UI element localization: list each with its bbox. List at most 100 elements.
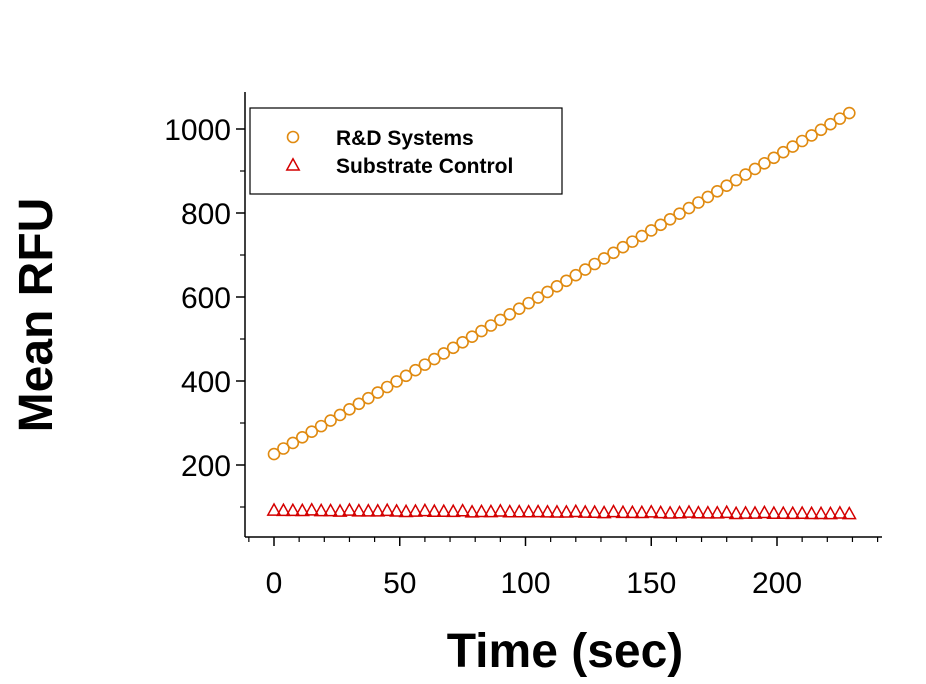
- data-point-rd-systems: [531, 291, 545, 304]
- data-point-substrate-control: [634, 504, 650, 519]
- data-point-substrate-control: [606, 503, 621, 518]
- data-point-substrate-control: [841, 505, 857, 520]
- data-point-rd-systems: [710, 185, 724, 198]
- data-point-substrate-control: [577, 504, 593, 518]
- data-point-rd-systems: [758, 157, 771, 170]
- data-point-rd-systems: [295, 431, 309, 444]
- data-point-rd-systems: [767, 151, 781, 165]
- data-point-substrate-control: [407, 503, 423, 517]
- data-point-substrate-control: [624, 504, 640, 519]
- data-point-substrate-control: [738, 505, 754, 519]
- data-point-substrate-control: [568, 503, 584, 518]
- y-tick-label: 200: [181, 450, 231, 483]
- data-point-substrate-control: [540, 504, 555, 518]
- data-point-substrate-control: [775, 505, 791, 520]
- data-point-substrate-control: [455, 503, 471, 517]
- data-point-substrate-control: [813, 505, 829, 520]
- data-point-substrate-control: [615, 504, 631, 519]
- data-point-substrate-control: [492, 503, 508, 517]
- y-tick-label: 400: [181, 366, 231, 399]
- data-point-substrate-control: [549, 504, 565, 518]
- data-point-rd-systems: [418, 358, 432, 371]
- data-point-substrate-control: [672, 504, 688, 519]
- y-axis-title: Mean RFU: [10, 198, 63, 433]
- data-point-substrate-control: [370, 503, 386, 517]
- data-point-substrate-control: [832, 505, 848, 519]
- data-point-rd-systems: [362, 391, 375, 405]
- data-point-rd-systems: [597, 252, 611, 265]
- data-point-substrate-control: [804, 505, 820, 520]
- data-point-substrate-control: [398, 503, 414, 518]
- series-rd-systems: [267, 106, 856, 461]
- data-point-rd-systems: [343, 403, 356, 416]
- data-point-substrate-control: [719, 504, 735, 519]
- legend-box: [249, 107, 563, 195]
- data-point-substrate-control: [728, 505, 744, 520]
- x-tick-label: 150: [626, 567, 676, 600]
- data-point-rd-systems: [578, 263, 592, 276]
- data-point-rd-systems: [729, 173, 743, 187]
- data-point-substrate-control: [445, 503, 461, 518]
- axes: [236, 92, 882, 546]
- data-point-rd-systems: [541, 285, 554, 299]
- data-point-substrate-control: [275, 502, 291, 517]
- data-point-rd-systems: [786, 140, 800, 153]
- x-tick-label: 100: [500, 567, 550, 600]
- legend-label-rd-systems: R&D Systems: [336, 127, 474, 150]
- data-point-rd-systems: [560, 274, 573, 288]
- data-point-rd-systems: [776, 145, 790, 159]
- data-point-rd-systems: [701, 190, 715, 204]
- data-point-rd-systems: [314, 419, 328, 433]
- data-series: [266, 106, 857, 520]
- data-point-rd-systems: [720, 179, 734, 193]
- data-point-rd-systems: [333, 408, 347, 422]
- data-point-substrate-control: [464, 504, 480, 518]
- data-point-rd-systems: [437, 347, 451, 360]
- legend: R&D Systems Substrate Control: [249, 107, 563, 195]
- data-point-substrate-control: [596, 504, 612, 519]
- data-point-rd-systems: [494, 313, 507, 327]
- data-point-substrate-control: [643, 504, 659, 518]
- data-point-rd-systems: [522, 296, 535, 310]
- data-point-substrate-control: [294, 502, 310, 517]
- data-point-substrate-control: [474, 503, 489, 518]
- data-point-rd-systems: [805, 129, 818, 142]
- data-point-rd-systems: [428, 352, 441, 366]
- data-point-rd-systems: [843, 106, 856, 120]
- data-point-rd-systems: [456, 335, 469, 349]
- data-point-substrate-control: [379, 502, 395, 517]
- data-point-substrate-control: [766, 505, 782, 519]
- data-point-substrate-control: [756, 504, 772, 519]
- data-point-rd-systems: [277, 442, 290, 455]
- data-point-rd-systems: [380, 380, 394, 394]
- data-point-substrate-control: [747, 505, 763, 519]
- data-point-rd-systems: [324, 414, 337, 427]
- data-point-rd-systems: [682, 201, 696, 215]
- series-substrate-control: [266, 502, 857, 520]
- data-point-substrate-control: [502, 503, 518, 518]
- data-point-substrate-control: [681, 504, 697, 518]
- data-point-substrate-control: [351, 503, 367, 517]
- data-point-substrate-control: [530, 503, 546, 518]
- data-point-rd-systems: [305, 425, 319, 439]
- data-point-substrate-control: [822, 505, 838, 520]
- data-point-rd-systems: [399, 369, 413, 383]
- data-point-rd-systems: [475, 324, 488, 338]
- data-point-substrate-control: [511, 504, 527, 518]
- data-point-rd-systems: [503, 308, 517, 321]
- data-point-rd-systems: [616, 240, 630, 254]
- legend-circle-icon: [286, 130, 300, 144]
- data-point-substrate-control: [587, 504, 603, 518]
- legend-label-substrate-control: Substrate Control: [336, 155, 513, 178]
- data-point-substrate-control: [653, 504, 669, 519]
- legend-triangle-icon: [285, 157, 301, 171]
- data-point-substrate-control: [709, 505, 725, 519]
- data-point-rd-systems: [390, 375, 403, 388]
- data-point-rd-systems: [371, 386, 385, 399]
- data-point-substrate-control: [794, 505, 810, 519]
- data-point-rd-systems: [588, 257, 601, 271]
- data-point-substrate-control: [521, 504, 537, 518]
- data-point-rd-systems: [673, 207, 686, 220]
- data-point-rd-systems: [644, 224, 658, 237]
